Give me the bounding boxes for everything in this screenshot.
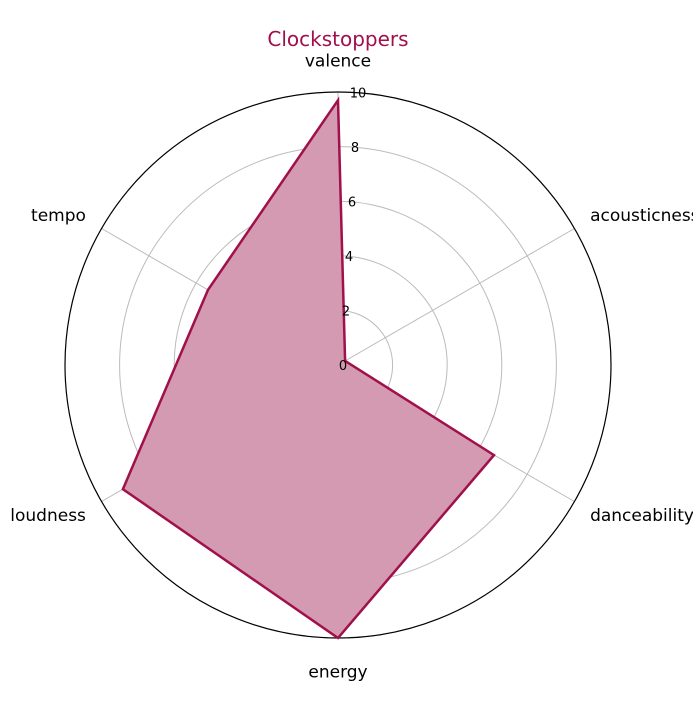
grid-spoke (337, 228, 575, 366)
axis-label-acousticness: acousticness (590, 206, 693, 226)
series-area (122, 100, 495, 638)
axis-labels: valence acousticness danceability energy lou… (10, 52, 693, 683)
axis-label-tempo: tempo (31, 206, 86, 226)
tick-label: 0 (339, 359, 347, 374)
axis-label-valence: valence (305, 52, 371, 72)
tick-label: 4 (345, 250, 353, 265)
tick-label: 2 (342, 304, 350, 319)
axis-label-danceability: danceability (590, 506, 693, 526)
chart-title: Clockstoppers (267, 27, 408, 51)
axis-label-loudness: loudness (10, 506, 86, 526)
tick-label: 8 (351, 141, 359, 156)
tick-label: 10 (350, 86, 367, 101)
radar-series (121, 96, 496, 640)
radial-tick-labels: 0 2 4 6 8 10 (339, 86, 366, 374)
tick-label: 6 (348, 195, 356, 210)
axis-label-energy: energy (308, 662, 367, 682)
